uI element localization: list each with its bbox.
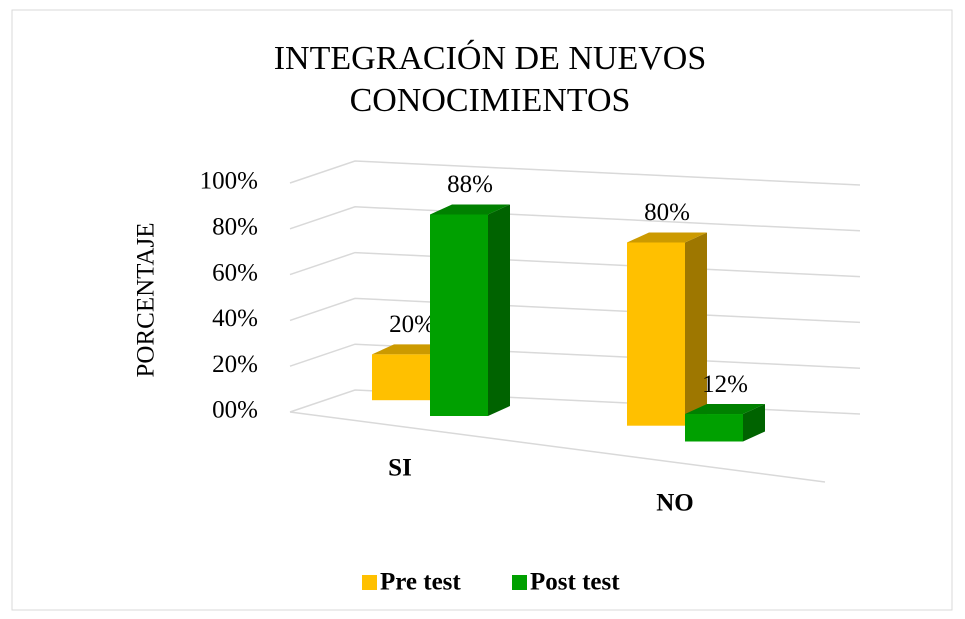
chart-title: INTEGRACIÓN DE NUEVOS CONOCIMIENTOS: [273, 40, 707, 119]
grid-line: [289, 206, 861, 232]
y-axis-label: PORCENTAJE: [133, 223, 160, 378]
legend-swatch: [362, 575, 377, 590]
bar-side: [488, 204, 510, 416]
data-label: 20%: [389, 311, 435, 338]
legend-swatch: [512, 575, 527, 590]
bar: [430, 214, 488, 416]
bar: [685, 414, 743, 442]
y-tick-label: 100%: [200, 168, 258, 195]
data-label: 80%: [644, 199, 690, 226]
bar-top: [627, 232, 707, 243]
y-tick-label: 40%: [212, 305, 258, 332]
grid-line: [289, 160, 861, 186]
x-tick-label: NO: [656, 490, 694, 517]
y-tick-label: 20%: [212, 351, 258, 378]
bar: [372, 354, 430, 401]
bar-top: [685, 404, 765, 415]
y-tick-label: 00%: [212, 397, 258, 424]
legend-label: Pre test: [380, 569, 461, 596]
grid-line: [289, 297, 861, 324]
bar-top: [430, 204, 510, 215]
floor-edge: [289, 411, 826, 483]
grid-line: [289, 251, 861, 278]
bar-side: [685, 232, 707, 426]
x-tick-label: SI: [388, 455, 412, 482]
y-tick-label: 80%: [212, 214, 258, 241]
data-label: 88%: [447, 171, 493, 198]
data-label: 12%: [702, 371, 748, 398]
y-tick-label: 60%: [212, 259, 258, 286]
bar-side: [743, 404, 765, 442]
chart-frame: [11, 9, 953, 611]
legend-label: Post test: [530, 569, 620, 596]
bar: [627, 242, 685, 426]
